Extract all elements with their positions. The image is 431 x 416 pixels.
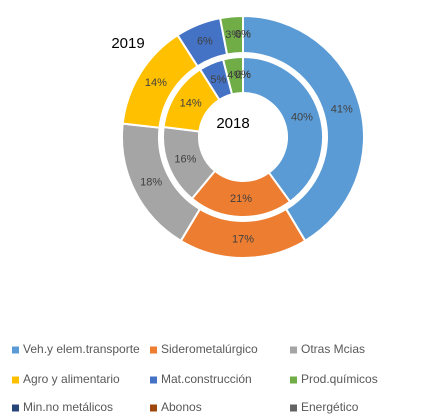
- legend-swatch: [12, 376, 19, 384]
- ring-label: 2019: [111, 35, 144, 52]
- data-label: 41%: [331, 104, 353, 116]
- data-label: 5%: [210, 74, 226, 86]
- legend-swatch: [150, 376, 157, 384]
- legend-swatch: [12, 346, 19, 354]
- legend-label: Abonos: [161, 400, 202, 414]
- donut-slice: [242, 55, 324, 204]
- legend-swatch: [290, 376, 297, 384]
- legend-label: Mat.construcción: [161, 372, 252, 386]
- legend-swatch: [290, 346, 297, 354]
- legend-swatch: [150, 404, 157, 412]
- legend-label: Siderometalúrgico: [161, 342, 258, 356]
- legend-label: Energético: [301, 400, 359, 414]
- legend-swatch: [150, 346, 157, 354]
- data-label: 0%: [235, 28, 251, 40]
- data-label: 14%: [145, 77, 167, 89]
- data-label: 21%: [230, 193, 252, 205]
- data-label: 0%: [235, 69, 251, 81]
- legend-label: Veh.y elem.transporte: [23, 342, 140, 356]
- legend-label: Min.no metálicos: [23, 400, 113, 414]
- data-label: 14%: [180, 98, 202, 110]
- data-label: 4%: [227, 69, 243, 81]
- data-label: 16%: [174, 154, 196, 166]
- legend-label: Prod.químicos: [301, 372, 378, 386]
- data-label: 17%: [232, 233, 254, 245]
- data-label: 40%: [291, 112, 313, 124]
- data-label: 18%: [140, 176, 162, 188]
- legend-swatch: [290, 404, 297, 412]
- legend-label: Agro y alimentario: [23, 372, 120, 386]
- legend-label: Otras Mcias: [301, 342, 365, 356]
- ring-label: 2018: [216, 115, 249, 132]
- legend-swatch: [12, 404, 19, 412]
- data-label: 6%: [197, 36, 213, 48]
- donut-slice: [242, 14, 365, 243]
- data-label: 3%: [225, 29, 241, 41]
